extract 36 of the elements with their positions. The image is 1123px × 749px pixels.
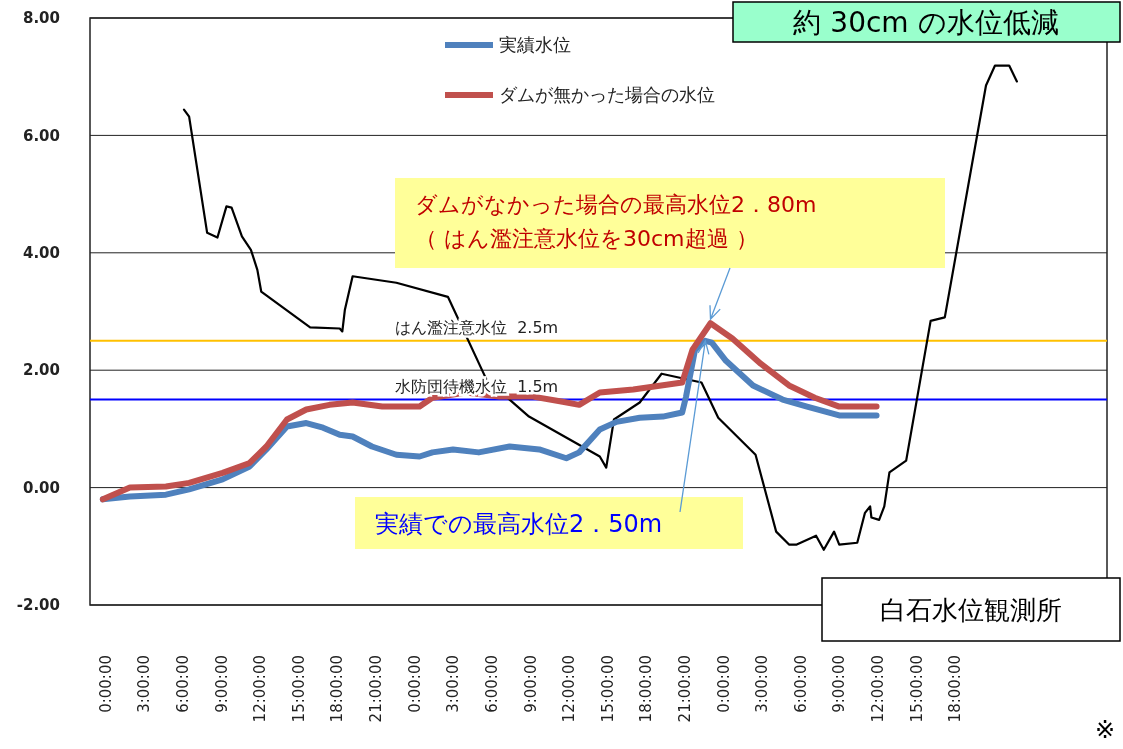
- x-tick-label: 18:00:00: [946, 655, 965, 723]
- x-tick-label: 0:00:00: [96, 655, 115, 713]
- x-tick-label: 9:00:00: [521, 655, 540, 713]
- legend-label: ダムが無かった場合の水位: [499, 84, 715, 106]
- x-tick-label: 6:00:00: [791, 655, 810, 713]
- annotation: 白石水位観測所: [880, 595, 1062, 626]
- x-tick-label: 6:00:00: [173, 655, 192, 713]
- y-tick-label: 2.00: [22, 361, 60, 380]
- x-tick-label: 21:00:00: [676, 655, 694, 723]
- x-tick-label: 0:00:00: [405, 655, 424, 713]
- text: ※: [1094, 716, 1115, 744]
- annotation: ダムがなかった場合の最高水位2．80m （ はん濫注意水位を30cm超過 ）: [415, 192, 817, 251]
- annotation: 実績での最高水位2．50m: [375, 510, 663, 538]
- x-tick-label: 15:00:00: [907, 655, 926, 723]
- y-tick-label: 4.00: [22, 244, 60, 263]
- x-tick-label: 12:00:00: [560, 655, 579, 723]
- x-tick-label: 18:00:00: [637, 655, 656, 723]
- x-tick-label: 15:00:00: [598, 655, 617, 723]
- x-tick-label: 3:00:00: [444, 655, 463, 713]
- y-tick-label: -2.00: [16, 596, 60, 615]
- x-tick-label: 3:00:00: [753, 655, 772, 713]
- x-tick-label: 21:00:00: [367, 655, 386, 723]
- y-tick-label: 8.00: [22, 9, 60, 28]
- x-tick-label: 3:00:00: [135, 655, 154, 713]
- x-tick-label: 9:00:00: [830, 655, 849, 713]
- x-tick-label: 6:00:00: [482, 655, 501, 713]
- y-tick-label: 0.00: [22, 478, 60, 497]
- x-tick-label: 15:00:00: [289, 655, 308, 723]
- x-tick-label: 12:00:00: [251, 655, 270, 723]
- x-tick-label: 9:00:00: [212, 655, 231, 713]
- annotation: 約 30cm の水位低減: [793, 5, 1059, 39]
- x-tick-label: 0:00:00: [714, 655, 733, 713]
- legend-label: 実績水位: [499, 34, 571, 56]
- x-tick-label: 12:00:00: [869, 655, 888, 723]
- x-tick-label: 18:00:00: [328, 655, 347, 723]
- y-tick-label: 6.00: [22, 126, 60, 145]
